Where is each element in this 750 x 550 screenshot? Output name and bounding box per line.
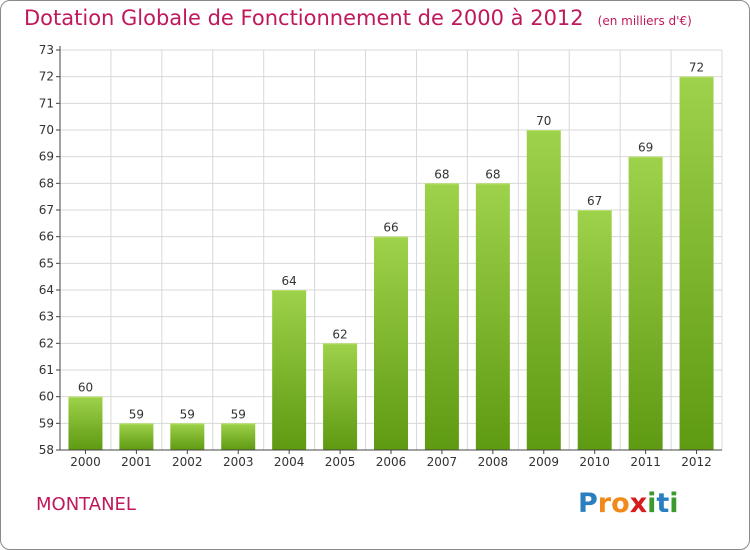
bar-value-label: 68	[434, 167, 449, 181]
bar	[526, 130, 561, 450]
x-tick-label: 2009	[528, 455, 559, 469]
bar	[679, 76, 714, 451]
y-tick-label: 65	[39, 256, 54, 270]
bar-value-label: 59	[180, 407, 195, 421]
bar-value-label: 68	[485, 167, 500, 181]
logo-letter: x	[629, 488, 648, 519]
bar-value-label: 67	[587, 194, 602, 208]
bar-value-label: 70	[536, 114, 551, 128]
bar-value-label: 59	[231, 407, 246, 421]
y-tick-label: 72	[39, 70, 54, 84]
chart-title: Dotation Globale de Fonctionnement de 20…	[24, 6, 692, 30]
x-tick-label: 2008	[478, 455, 509, 469]
y-tick-label: 73	[39, 43, 54, 57]
x-tick-label: 2012	[681, 455, 712, 469]
bar	[577, 210, 612, 450]
bar-value-label: 66	[383, 221, 398, 235]
y-tick-label: 64	[39, 283, 54, 297]
x-tick-label: 2005	[325, 455, 356, 469]
bar	[628, 156, 663, 450]
x-tick-label: 2007	[427, 455, 458, 469]
logo-letter: i	[669, 488, 679, 519]
chart-subtitle: (en milliers d'€)	[597, 14, 692, 28]
axes: 58 59 60 61 62 63 64 65 66 67 68 69 70 71 72 73 2000 2001…	[39, 43, 722, 469]
y-tick-label: 63	[39, 310, 54, 324]
x-tick-label: 2003	[223, 455, 254, 469]
y-tick-label: 58	[39, 443, 54, 457]
bar-value-label: 62	[332, 327, 347, 341]
y-tick-label: 69	[39, 150, 54, 164]
y-tick-label: 61	[39, 363, 54, 377]
bar	[475, 183, 510, 451]
logo-letter: i	[647, 488, 657, 519]
commune-name: MONTANEL	[36, 494, 136, 515]
bar-value-label: 59	[129, 407, 144, 421]
y-tick-label: 71	[39, 96, 54, 110]
bar	[272, 290, 307, 450]
x-tick-label: 2006	[376, 455, 407, 469]
bar-value-label: 72	[689, 61, 704, 75]
logo-letter: t	[656, 488, 670, 519]
logo-letter: P	[578, 488, 598, 519]
bar-value-label: 69	[638, 141, 653, 155]
y-tick-label: 60	[39, 390, 54, 404]
bar	[119, 423, 154, 450]
logo-letter: r	[597, 488, 612, 519]
bar-value-label: 64	[282, 274, 297, 288]
y-tick-label: 68	[39, 176, 54, 190]
x-tick-label: 2010	[579, 455, 610, 469]
bar	[424, 183, 459, 451]
y-tick-label: 66	[39, 230, 54, 244]
bars	[68, 76, 714, 451]
value-labels: 60 59 59 59 64 62 66 68 68 70 67 69 72	[78, 61, 704, 422]
x-tick-label: 2001	[121, 455, 152, 469]
y-tick-label: 59	[39, 416, 54, 430]
bar	[68, 396, 103, 450]
chart-title-text: Dotation Globale de Fonctionnement de 20…	[24, 6, 584, 30]
bar	[374, 236, 408, 450]
x-tick-label: 2004	[274, 455, 305, 469]
x-tick-label: 2000	[70, 455, 101, 469]
bar	[170, 423, 205, 450]
y-tick-label: 70	[39, 123, 54, 137]
y-tick-label: 67	[39, 203, 54, 217]
y-tick-label: 62	[39, 336, 54, 350]
x-tick-label: 2011	[630, 455, 661, 469]
bar-value-label: 60	[78, 381, 93, 395]
x-tick-label: 2002	[172, 455, 203, 469]
logo-letter: o	[611, 488, 630, 519]
proxiti-logo: Proxiti	[578, 488, 679, 519]
bar	[323, 343, 358, 450]
bar	[221, 423, 256, 450]
